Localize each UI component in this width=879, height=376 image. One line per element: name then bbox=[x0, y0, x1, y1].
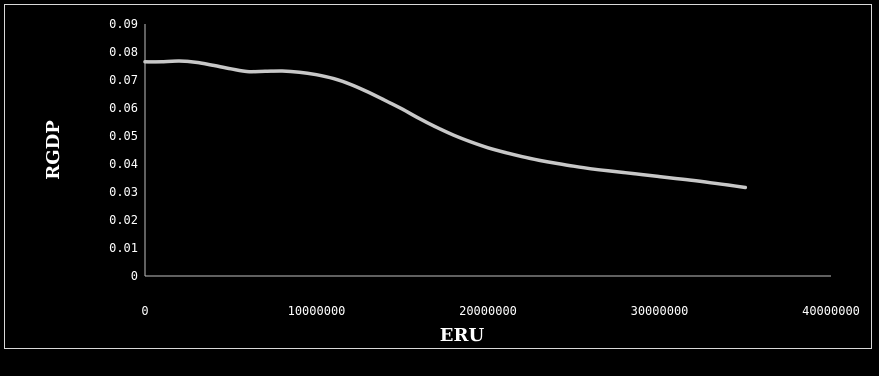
y-tick-label: 0.03 bbox=[109, 185, 138, 199]
chart-frame bbox=[4, 4, 872, 349]
y-axis-title: RGDP bbox=[43, 120, 64, 180]
rgdp-series-line bbox=[143, 59, 748, 190]
x-tick-label: 20000000 bbox=[459, 304, 517, 318]
x-tick-label: 0 bbox=[141, 304, 148, 318]
x-tick-label: 10000000 bbox=[288, 304, 346, 318]
y-tick-label: 0.01 bbox=[109, 241, 138, 255]
y-tick-label: 0.07 bbox=[109, 73, 138, 87]
y-tick-label: 0.09 bbox=[109, 17, 138, 31]
y-tick-label: 0.05 bbox=[109, 129, 138, 143]
y-tick-label: 0.04 bbox=[109, 157, 138, 171]
y-axis-tick-labels: 0 0.01 0.02 0.03 0.04 0.05 0.06 0.07 0.08 0.09 bbox=[109, 17, 138, 283]
x-tick-label: 40000000 bbox=[802, 304, 860, 318]
x-axis-title: ERU bbox=[440, 325, 485, 346]
y-tick-label: 0.08 bbox=[109, 45, 138, 59]
x-tick-label: 30000000 bbox=[631, 304, 689, 318]
y-tick-label: 0.06 bbox=[109, 101, 138, 115]
x-axis-tick-labels: 0 10000000 20000000 30000000 40000000 bbox=[141, 304, 860, 318]
y-tick-label: 0 bbox=[131, 269, 138, 283]
y-tick-label: 0.02 bbox=[109, 213, 138, 227]
